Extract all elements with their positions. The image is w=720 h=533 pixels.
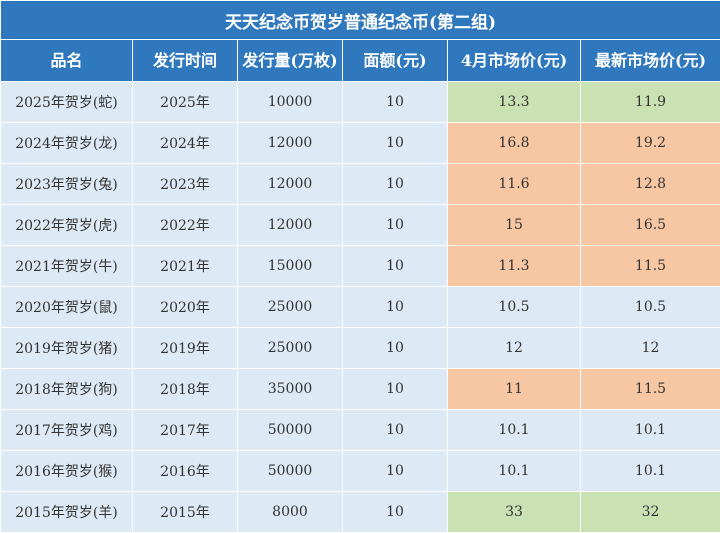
- cell-issue-volume: 50000: [237, 409, 343, 451]
- cell-name: 2024年贺岁(龙): [0, 122, 133, 164]
- cell-issue-date: 2025年: [132, 81, 238, 123]
- table-title: 天天纪念币贺岁普通纪念币(第二组): [0, 0, 720, 40]
- cell-issue-volume: 12000: [237, 122, 343, 164]
- cell-issue-volume: 15000: [237, 245, 343, 287]
- cell-april-price: 15: [447, 204, 581, 246]
- cell-name: 2015年贺岁(羊): [0, 491, 133, 533]
- table-row: 2024年贺岁(龙) 2024年 12000 10 16.8 19.2: [0, 122, 720, 164]
- cell-face-value: 10: [342, 327, 448, 369]
- cell-face-value: 10: [342, 245, 448, 287]
- header-issue-date: 发行时间: [132, 39, 238, 82]
- cell-name: 2025年贺岁(蛇): [0, 81, 133, 123]
- table-row: 2017年贺岁(鸡) 2017年 50000 10 10.1 10.1: [0, 409, 720, 451]
- cell-issue-volume: 12000: [237, 163, 343, 205]
- cell-issue-date: 2024年: [132, 122, 238, 164]
- header-latest-price: 最新市场价(元): [579, 39, 720, 82]
- cell-issue-volume: 25000: [237, 327, 343, 369]
- table-row: 2018年贺岁(狗) 2018年 35000 10 11 11.5: [0, 368, 720, 410]
- table-row: 2020年贺岁(鼠) 2020年 25000 10 10.5 10.5: [0, 286, 720, 328]
- cell-issue-date: 2016年: [132, 450, 238, 492]
- cell-april-price: 10.1: [447, 450, 581, 492]
- cell-latest-price: 11.5: [579, 245, 720, 287]
- cell-name: 2021年贺岁(牛): [0, 245, 133, 287]
- cell-issue-date: 2015年: [132, 491, 238, 533]
- header-face-value: 面额(元): [342, 39, 448, 82]
- cell-name: 2023年贺岁(兔): [0, 163, 133, 205]
- cell-issue-volume: 10000: [237, 81, 343, 123]
- cell-latest-price: 32: [579, 491, 720, 533]
- header-issue-volume: 发行量(万枚): [237, 39, 343, 82]
- cell-issue-date: 2020年: [132, 286, 238, 328]
- cell-face-value: 10: [342, 122, 448, 164]
- cell-latest-price: 16.5: [579, 204, 720, 246]
- cell-face-value: 10: [342, 204, 448, 246]
- cell-latest-price: 19.2: [579, 122, 720, 164]
- cell-april-price: 33: [447, 491, 581, 533]
- table-body: 2025年贺岁(蛇) 2025年 10000 10 13.3 11.9 2024年贺岁(龙)…: [0, 81, 720, 533]
- cell-name: 2019年贺岁(猪): [0, 327, 133, 369]
- table-row: 2022年贺岁(虎) 2022年 12000 10 15 16.5: [0, 204, 720, 246]
- cell-name: 2020年贺岁(鼠): [0, 286, 133, 328]
- table-row: 2023年贺岁(兔) 2023年 12000 10 11.6 12.8: [0, 163, 720, 205]
- cell-issue-volume: 25000: [237, 286, 343, 328]
- cell-issue-date: 2023年: [132, 163, 238, 205]
- table-row: 2019年贺岁(猪) 2019年 25000 10 12 12: [0, 327, 720, 369]
- header-name: 品名: [0, 39, 133, 82]
- cell-issue-date: 2022年: [132, 204, 238, 246]
- cell-face-value: 10: [342, 409, 448, 451]
- cell-face-value: 10: [342, 163, 448, 205]
- cell-latest-price: 10.1: [579, 409, 720, 451]
- cell-name: 2016年贺岁(猴): [0, 450, 133, 492]
- cell-issue-volume: 35000: [237, 368, 343, 410]
- cell-latest-price: 10.5: [579, 286, 720, 328]
- cell-latest-price: 10.1: [579, 450, 720, 492]
- cell-april-price: 12: [447, 327, 581, 369]
- table-row: 2021年贺岁(牛) 2021年 15000 10 11.3 11.5: [0, 245, 720, 287]
- cell-name: 2018年贺岁(狗): [0, 368, 133, 410]
- cell-latest-price: 11.5: [579, 368, 720, 410]
- cell-name: 2022年贺岁(虎): [0, 204, 133, 246]
- table-title-row: 天天纪念币贺岁普通纪念币(第二组): [0, 0, 720, 40]
- table-row: 2025年贺岁(蛇) 2025年 10000 10 13.3 11.9: [0, 81, 720, 123]
- cell-face-value: 10: [342, 81, 448, 123]
- cell-issue-volume: 12000: [237, 204, 343, 246]
- cell-latest-price: 11.9: [579, 81, 720, 123]
- table-row: 2016年贺岁(猴) 2016年 50000 10 10.1 10.1: [0, 450, 720, 492]
- cell-face-value: 10: [342, 368, 448, 410]
- cell-april-price: 13.3: [447, 81, 581, 123]
- cell-april-price: 10.1: [447, 409, 581, 451]
- cell-issue-date: 2018年: [132, 368, 238, 410]
- cell-april-price: 16.8: [447, 122, 581, 164]
- header-april-price: 4月市场价(元): [447, 39, 581, 82]
- table-header-row: 品名 发行时间 发行量(万枚) 面额(元) 4月市场价(元) 最新市场价(元): [0, 39, 720, 82]
- cell-face-value: 10: [342, 491, 448, 533]
- cell-face-value: 10: [342, 450, 448, 492]
- cell-issue-volume: 50000: [237, 450, 343, 492]
- cell-face-value: 10: [342, 286, 448, 328]
- cell-april-price: 11: [447, 368, 581, 410]
- cell-name: 2017年贺岁(鸡): [0, 409, 133, 451]
- cell-april-price: 10.5: [447, 286, 581, 328]
- table-row: 2015年贺岁(羊) 2015年 8000 10 33 32: [0, 491, 720, 533]
- cell-issue-date: 2019年: [132, 327, 238, 369]
- cell-issue-date: 2021年: [132, 245, 238, 287]
- cell-april-price: 11.6: [447, 163, 581, 205]
- cell-issue-volume: 8000: [237, 491, 343, 533]
- cell-latest-price: 12.8: [579, 163, 720, 205]
- cell-april-price: 11.3: [447, 245, 581, 287]
- cell-issue-date: 2017年: [132, 409, 238, 451]
- cell-latest-price: 12: [579, 327, 720, 369]
